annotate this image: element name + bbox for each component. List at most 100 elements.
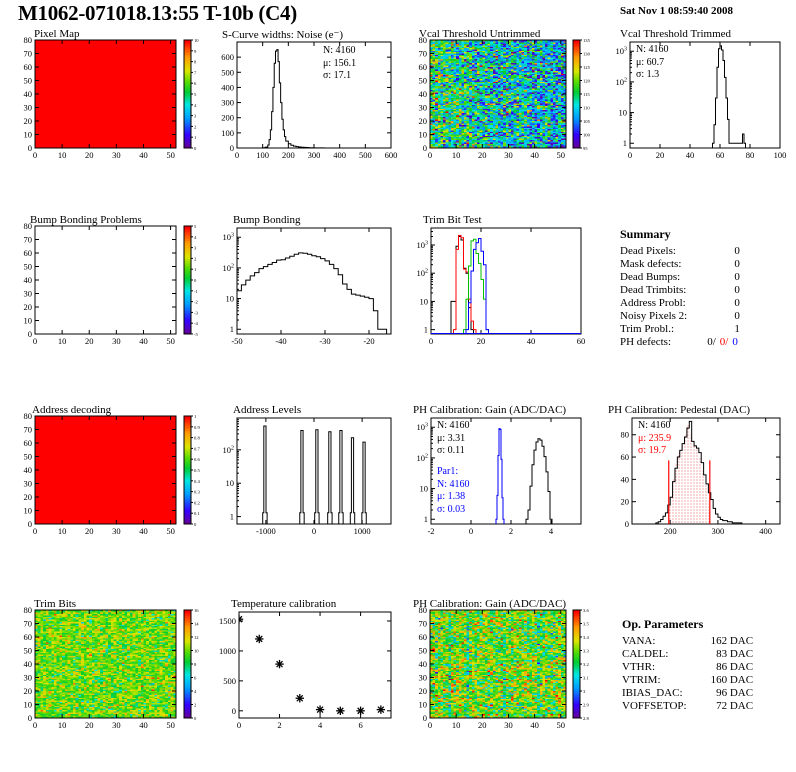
- svg-text:0.3: 0.3: [194, 490, 200, 495]
- op-parameter-label: VTHR:: [622, 661, 655, 673]
- svg-text:500: 500: [359, 150, 372, 160]
- svg-text:0: 0: [33, 336, 37, 346]
- summary-row-value: 0: [734, 310, 740, 322]
- plot-scurve-widths: S-Curve widths: Noise (e⁻) 0 100 200 300 400 5…: [205, 28, 401, 163]
- svg-text:600: 600: [221, 52, 234, 62]
- summary-row: Trim Probl.: 1: [620, 323, 740, 336]
- svg-text:0.2: 0.2: [194, 500, 200, 505]
- svg-text:1: 1: [194, 135, 197, 140]
- svg-text:80: 80: [24, 411, 33, 421]
- svg-text:0: 0: [28, 143, 32, 153]
- op-parameter-row: VOFFSETOP: 72 DAC: [622, 700, 753, 713]
- svg-text:2: 2: [194, 124, 197, 129]
- svg-text:50: 50: [419, 76, 428, 86]
- summary-row: Address Probl: 0: [620, 297, 740, 310]
- svg-text:0: 0: [312, 526, 316, 536]
- op-parameter-label: VTRIM:: [622, 674, 661, 686]
- svg-text:1: 1: [424, 325, 428, 335]
- svg-text:400: 400: [333, 150, 346, 160]
- svg-text:10: 10: [58, 336, 67, 346]
- svg-text:0: 0: [429, 336, 433, 346]
- stats-box: N: 4160 μ: 235.9 σ: 19.7: [638, 420, 671, 458]
- plot-address-decoding: Address decoding 0 10 20 30 40 50 0 10 20 30 40 50 60…: [8, 404, 204, 539]
- svg-text:300: 300: [308, 150, 321, 160]
- svg-text:120: 120: [583, 79, 591, 84]
- svg-text:4: 4: [194, 235, 197, 240]
- plot-title: Trim Bit Test: [423, 214, 482, 226]
- op-parameter-row: CALDEL: 83 DAC: [622, 648, 753, 661]
- svg-text:2: 2: [194, 256, 197, 261]
- op-parameters-heading: Op. Parameters: [622, 617, 704, 631]
- svg-text:4: 4: [194, 103, 197, 108]
- plot-title: Pixel Map: [34, 28, 80, 40]
- svg-text:103: 103: [616, 46, 628, 56]
- op-parameters-table: VANA: 162 DAC CALDEL: 83 DAC VTHR: 86 DAC VTRI…: [622, 635, 753, 713]
- svg-text:70: 70: [24, 49, 33, 59]
- par1-n: N: 4160: [437, 478, 470, 490]
- ph-defects-values: 0/0/0: [707, 336, 738, 348]
- svg-text:20: 20: [419, 116, 428, 126]
- summary-row: Noisy Pixels 2: 0: [620, 310, 740, 323]
- op-parameter-row: VTRIM: 160 DAC: [622, 674, 753, 687]
- svg-text:40: 40: [530, 150, 539, 160]
- svg-text:-30: -30: [319, 336, 330, 346]
- summary-row: Dead Pixels: 0: [620, 245, 740, 258]
- svg-text:10: 10: [419, 130, 428, 140]
- svg-text:60: 60: [24, 62, 33, 72]
- summary-row-value: 0: [734, 258, 740, 270]
- plot-title: S-Curve widths: Noise (e⁻): [222, 29, 343, 41]
- summary-row-value: 0: [734, 284, 740, 296]
- svg-text:0: 0: [194, 522, 197, 527]
- svg-text:20: 20: [656, 150, 665, 160]
- plot-title: Bump Bonding Problems: [30, 214, 142, 226]
- svg-text:0: 0: [235, 150, 239, 160]
- par1-sigma: σ: 0.03: [437, 503, 466, 515]
- svg-text:10: 10: [58, 526, 67, 536]
- svg-text:60: 60: [24, 438, 33, 448]
- op-parameter-label: CALDEL:: [622, 648, 669, 660]
- plot-bump-bonding: Bump Bonding -50 -40 -30 -20 1 10 102 103: [205, 214, 401, 349]
- plot-vcal-threshold-trimmed: Vcal Threshold Trimmed 0 20 40 60 80 100 1 10 102…: [600, 28, 790, 163]
- svg-text:50: 50: [557, 150, 566, 160]
- plot-title: Vcal Threshold Trimmed: [620, 28, 732, 40]
- svg-text:3: 3: [194, 114, 197, 119]
- svg-text:40: 40: [139, 526, 148, 536]
- ph-defects-label: PH defects:: [620, 336, 672, 348]
- timestamp: Sat Nov 1 08:59:40 2008: [620, 5, 734, 17]
- page-header: M1062-071018.13:55 T-10b (C4) Sat Nov 1 …: [0, 0, 796, 26]
- summary-row: Dead Trimbits: 0: [620, 284, 740, 297]
- svg-text:115: 115: [583, 92, 590, 97]
- summary-row-label: Mask defects:: [620, 258, 682, 270]
- svg-text:8: 8: [194, 60, 197, 65]
- stats-box: N: 4160 μ: 156.1 σ: 17.1: [323, 45, 356, 83]
- svg-text:1: 1: [194, 267, 197, 272]
- svg-text:10: 10: [619, 108, 628, 118]
- plot-ph-calibration-gain-map: PH Calibration: Gain (ADC/DAC) 0 10 20 30 40 5…: [403, 598, 599, 738]
- op-parameter-row: VTHR: 86 DAC: [622, 661, 753, 674]
- svg-text:50: 50: [166, 150, 175, 160]
- svg-text:40: 40: [419, 89, 428, 99]
- stat-mu: μ: 60.7: [636, 56, 665, 68]
- svg-text:-4: -4: [194, 321, 199, 326]
- stat-sigma: σ: 19.7: [638, 445, 667, 456]
- svg-text:0: 0: [28, 329, 32, 339]
- summary-row-label: Address Probl:: [620, 297, 686, 309]
- svg-text:5: 5: [194, 92, 197, 97]
- svg-text:20: 20: [85, 336, 94, 346]
- plot-ph-calibration-pedestal: PH Calibration: Pedestal (DAC) 200 300 400 0…: [600, 404, 790, 539]
- svg-text:30: 30: [24, 289, 33, 299]
- svg-text:50: 50: [166, 336, 175, 346]
- stats-box-par1: Par1: N: 4160 μ: 1.38 σ: 0.03: [437, 466, 470, 516]
- svg-text:70: 70: [419, 49, 428, 59]
- op-parameter-value: 83 DAC: [716, 648, 754, 660]
- stat-mu: μ: 235.9: [638, 432, 672, 444]
- svg-text:500: 500: [221, 67, 234, 77]
- svg-text:102: 102: [616, 77, 628, 87]
- summary-row-label: Noisy Pixels 2:: [620, 310, 688, 322]
- summary-heading: Summary: [620, 227, 671, 241]
- svg-text:0: 0: [230, 143, 234, 153]
- plot-vcal-threshold-untrimmed: Vcal Threshold Untrimmed 0 10 20 30 40 50 0 10 20…: [403, 28, 599, 163]
- svg-text:7: 7: [194, 70, 197, 75]
- svg-text:0.4: 0.4: [194, 479, 200, 484]
- op-parameter-label: VOFFSETOP:: [622, 700, 687, 712]
